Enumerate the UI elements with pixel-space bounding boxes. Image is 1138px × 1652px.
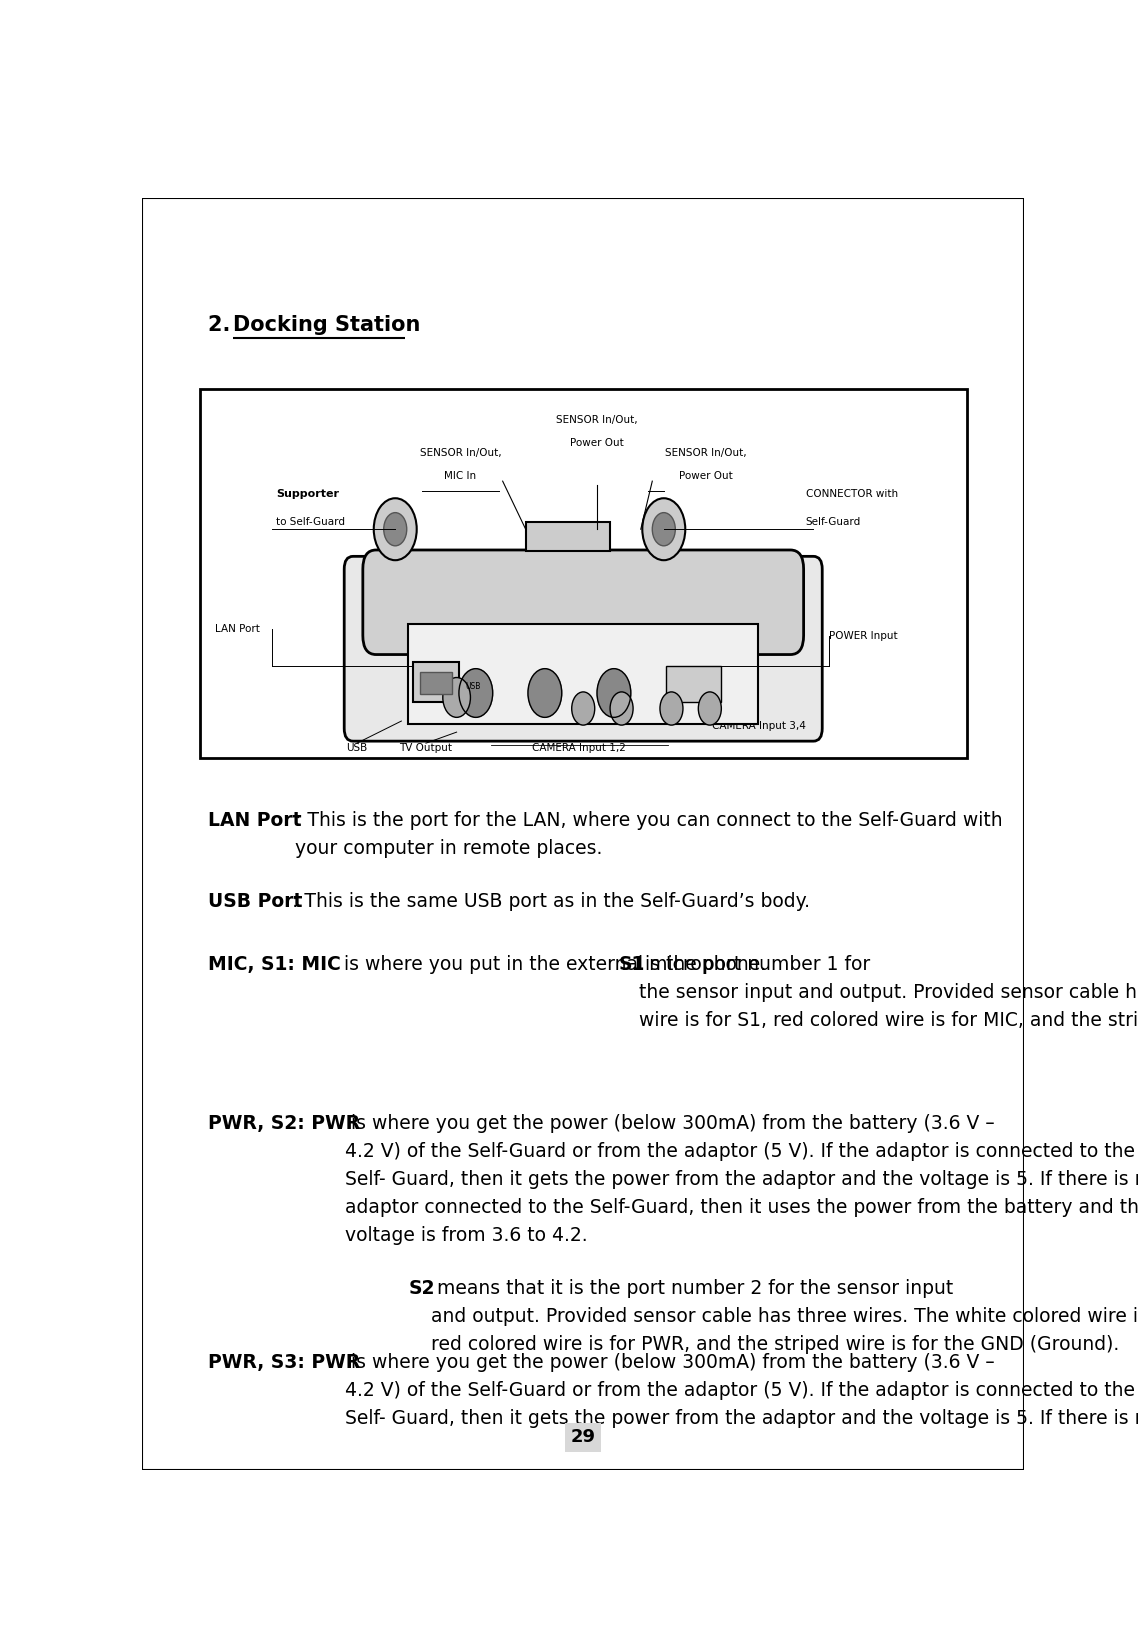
Text: 29: 29 <box>571 1429 595 1446</box>
Circle shape <box>597 669 630 717</box>
Text: USB: USB <box>346 743 368 753</box>
Text: means that it is the port number 2 for the sensor input
and output. Provided sen: means that it is the port number 2 for t… <box>430 1279 1138 1355</box>
Text: S1: S1 <box>619 955 645 975</box>
Text: to Self-Guard: to Self-Guard <box>277 517 345 527</box>
Bar <box>199 388 967 758</box>
Text: MIC In: MIC In <box>445 471 477 481</box>
Circle shape <box>642 499 685 560</box>
Circle shape <box>528 669 562 717</box>
Text: is the port number 1 for
the sensor input and output. Provided sensor cable has : is the port number 1 for the sensor inpu… <box>638 955 1138 1031</box>
Circle shape <box>384 512 406 545</box>
Text: : This is the port for the LAN, where you can connect to the Self-Guard with
you: : This is the port for the LAN, where yo… <box>295 811 1003 859</box>
Text: Power Out: Power Out <box>679 471 733 481</box>
Text: CAMERA Input 1,2: CAMERA Input 1,2 <box>533 743 626 753</box>
Circle shape <box>373 499 417 560</box>
Text: SENSOR In/Out,: SENSOR In/Out, <box>420 448 501 458</box>
Text: is where you put in the external microphone.: is where you put in the external microph… <box>338 955 773 975</box>
Text: LAN Port: LAN Port <box>208 811 302 831</box>
Circle shape <box>652 512 675 545</box>
Text: MIC, S1: MIC: MIC, S1: MIC <box>208 955 341 975</box>
FancyBboxPatch shape <box>344 557 823 742</box>
Text: S2: S2 <box>409 1279 435 1298</box>
Text: USB: USB <box>465 682 480 691</box>
FancyBboxPatch shape <box>363 550 803 654</box>
Text: is where you get the power (below 300mA) from the battery (3.6 V –
4.2 V) of the: is where you get the power (below 300mA)… <box>345 1113 1138 1246</box>
Text: : This is the same USB port as in the Self-Guard’s body.: : This is the same USB port as in the Se… <box>292 892 810 910</box>
Text: is where you get the power (below 300mA) from the battery (3.6 V –
4.2 V) of the: is where you get the power (below 300mA)… <box>345 1353 1138 1429</box>
Bar <box>526 522 610 552</box>
Text: LAN Port: LAN Port <box>215 624 259 634</box>
Circle shape <box>443 677 470 717</box>
Text: POWER Input: POWER Input <box>828 631 898 641</box>
Circle shape <box>571 692 595 725</box>
Circle shape <box>610 692 633 725</box>
Text: TV Output: TV Output <box>399 743 453 753</box>
Text: Docking Station: Docking Station <box>233 316 420 335</box>
Text: PWR, S2: PWR: PWR, S2: PWR <box>208 1113 361 1133</box>
Text: PWR, S3: PWR: PWR, S3: PWR <box>208 1353 361 1373</box>
Circle shape <box>660 692 683 725</box>
Bar <box>666 666 721 702</box>
Bar <box>413 662 459 702</box>
Text: CAMERA Input 3,4: CAMERA Input 3,4 <box>712 720 806 732</box>
Text: SENSOR In/Out,: SENSOR In/Out, <box>666 448 747 458</box>
Bar <box>409 624 758 724</box>
Text: Self-Guard: Self-Guard <box>806 517 861 527</box>
Text: USB Port: USB Port <box>208 892 303 910</box>
Text: Power Out: Power Out <box>570 438 624 448</box>
Text: SENSOR In/Out,: SENSOR In/Out, <box>556 415 637 425</box>
Circle shape <box>699 692 721 725</box>
Text: Supporter: Supporter <box>277 489 339 499</box>
Text: 2.: 2. <box>208 316 238 335</box>
Text: CONNECTOR with: CONNECTOR with <box>806 489 898 499</box>
Bar <box>420 672 452 694</box>
Circle shape <box>459 669 493 717</box>
